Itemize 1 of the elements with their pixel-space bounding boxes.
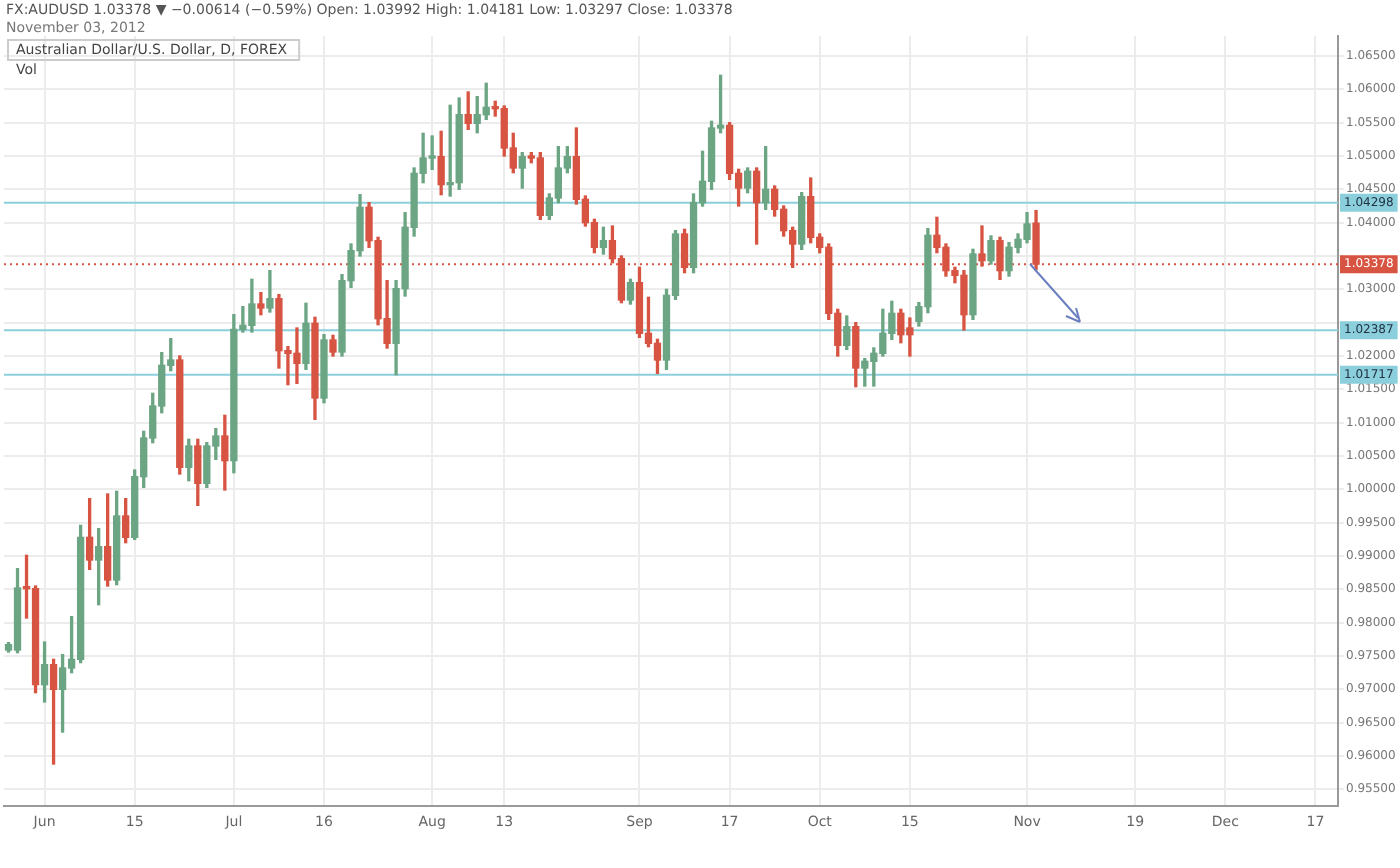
candlestick bbox=[266, 270, 274, 313]
